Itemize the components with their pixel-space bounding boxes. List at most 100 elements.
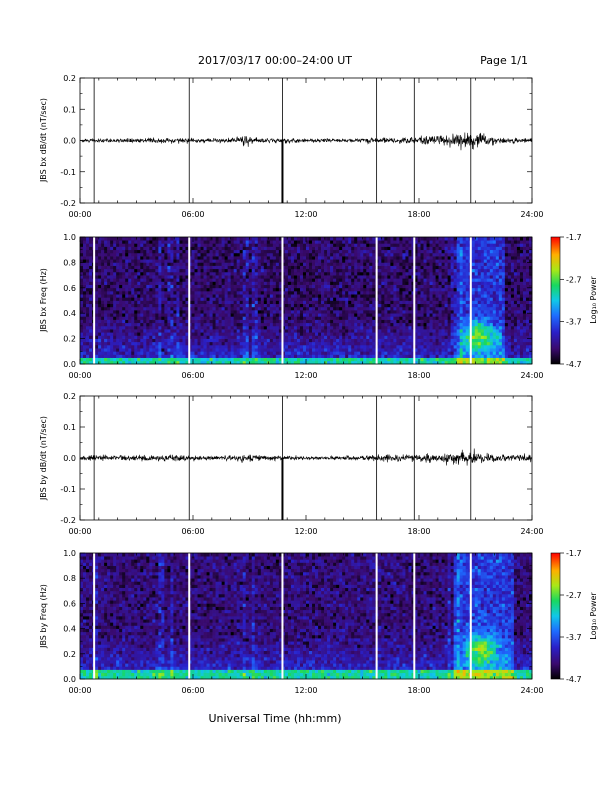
spectrogram-cell xyxy=(260,338,265,343)
spectrogram-cell xyxy=(366,357,370,362)
spectrogram-cell xyxy=(423,256,427,260)
spectrogram-cell xyxy=(137,354,141,358)
spectrogram-cell xyxy=(405,357,409,362)
spectrogram-cell xyxy=(95,240,99,244)
spectrogram-cell xyxy=(399,344,403,349)
spectrogram-cell xyxy=(212,344,216,349)
spectrogram-cell xyxy=(224,310,228,314)
spectrogram-cell xyxy=(206,354,210,358)
spectrogram-cell xyxy=(110,287,114,292)
spectrogram-cell xyxy=(140,281,144,285)
spectrogram-cell xyxy=(330,249,334,254)
spectrogram-cell xyxy=(402,325,406,330)
spectrogram-cell xyxy=(155,357,159,362)
spectrogram-cell xyxy=(405,294,409,298)
spectrogram-cell xyxy=(284,325,289,330)
spectrogram-cell xyxy=(333,300,337,305)
spectrogram-cell xyxy=(242,354,247,358)
spectrogram-cell xyxy=(239,290,244,295)
spectrogram-cell xyxy=(324,357,328,362)
spectrogram-cell xyxy=(293,310,298,314)
spectrogram-cell xyxy=(209,360,213,365)
spectrogram-cell xyxy=(206,341,210,346)
spectrogram-cell xyxy=(212,252,216,257)
spectrogram-cell xyxy=(366,338,370,343)
spectrogram-cell xyxy=(444,306,448,311)
spectrogram-cell xyxy=(215,341,219,346)
spectrogram-cell xyxy=(179,306,183,311)
spectrogram-cell xyxy=(194,360,198,365)
spectrogram-cell xyxy=(245,354,250,358)
spectrogram-cell xyxy=(393,243,397,247)
spectrogram-cell xyxy=(218,246,222,251)
spectrogram-cell xyxy=(275,265,280,270)
spectrogram-cell xyxy=(224,297,228,301)
spectrogram-cell xyxy=(266,271,271,276)
spectrogram-cell xyxy=(266,243,271,247)
spectrogram-cell xyxy=(80,319,84,324)
spectrogram-cell xyxy=(239,338,244,343)
spectrogram-cell xyxy=(101,306,105,311)
spectrogram-cell xyxy=(179,360,183,365)
spectrogram-cell xyxy=(333,278,337,282)
spectrogram-cell xyxy=(381,290,385,295)
spectrogram-cell xyxy=(266,319,271,324)
spectrogram-cell xyxy=(107,325,111,330)
spectrogram-cell xyxy=(342,316,346,320)
spectrogram-cell xyxy=(185,329,189,333)
spectrogram-cell xyxy=(354,319,358,324)
spectrogram-cell xyxy=(330,262,334,266)
spectrogram-cell xyxy=(354,294,358,298)
spectrogram-cell xyxy=(411,290,415,295)
spectrogram-cell xyxy=(321,319,325,324)
spectrogram-cell xyxy=(167,271,171,276)
spectrogram-cell xyxy=(98,249,102,254)
spectrogram-cell xyxy=(218,268,222,273)
spectrogram-cell xyxy=(312,243,316,247)
spectrogram-cell xyxy=(221,268,225,273)
spectrogram-cell xyxy=(185,294,189,298)
spectrogram-cell xyxy=(354,351,358,355)
spectrogram-cell xyxy=(327,310,331,314)
spectrogram-cell xyxy=(80,316,84,320)
spectrogram-cell xyxy=(414,335,418,339)
spectrogram-cell xyxy=(417,335,421,339)
spectrogram-cell xyxy=(384,268,388,273)
bx-dbdt-panel: 00:00 06:00 12:00 18:00 24:00-0.2-0.10.00.10… xyxy=(39,74,544,219)
spectrogram-cell xyxy=(149,310,153,314)
spectrogram-cell xyxy=(86,338,90,343)
spectrogram-cell xyxy=(137,278,141,282)
spectrogram-cell xyxy=(83,237,87,241)
spectrogram-cell xyxy=(266,322,271,327)
spectrogram-cell xyxy=(236,237,241,241)
spectrogram-cell xyxy=(227,249,232,254)
spectrogram-cell xyxy=(414,271,418,276)
spectrogram-cell xyxy=(260,246,265,251)
spectrogram-cell xyxy=(104,284,108,289)
spectrogram-cell xyxy=(296,329,301,333)
spectrogram-cell xyxy=(125,262,129,266)
spectrogram-cell xyxy=(257,332,262,336)
spectrogram-cell xyxy=(330,338,334,343)
spectrogram-cell xyxy=(372,329,376,333)
spectrogram-cell xyxy=(182,240,186,244)
spectrogram-cell xyxy=(417,348,421,352)
spectrogram-cell xyxy=(357,262,361,266)
spectrogram-cell xyxy=(444,335,448,339)
spectrogram-cell xyxy=(266,357,271,362)
spectrogram-cell xyxy=(432,252,436,257)
spectrogram-cell xyxy=(179,319,183,324)
spectrogram-cell xyxy=(387,262,391,266)
spectrogram-cell xyxy=(242,256,247,260)
spectrogram-cell xyxy=(170,243,174,247)
spectrogram-cell xyxy=(324,243,328,247)
spectrogram-cell xyxy=(191,249,195,254)
spectrogram-cell xyxy=(339,278,343,282)
spectrogram-cell xyxy=(396,344,400,349)
spectrogram-cell xyxy=(257,357,262,362)
spectrogram-cell xyxy=(263,354,268,358)
spectrogram-cell xyxy=(432,278,436,282)
spectrogram-cell xyxy=(426,237,430,241)
spectrogram-cell xyxy=(254,344,259,349)
spectrogram-cell xyxy=(426,271,430,276)
